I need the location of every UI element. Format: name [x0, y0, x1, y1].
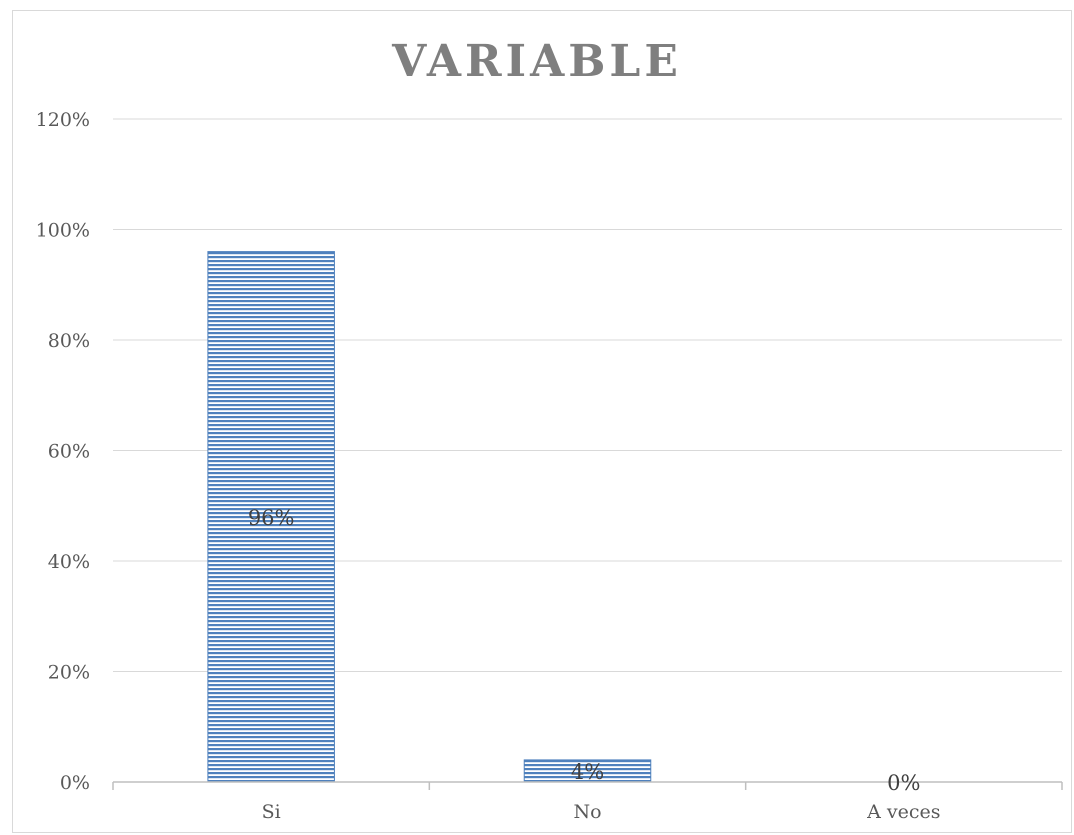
chart-frame [12, 10, 1072, 833]
chart-title: VARIABLE [391, 36, 682, 87]
x-axis: Si No A veces [112, 781, 1063, 823]
gridlines: 0% 20% 40% 60% 80% 100% 120% [36, 109, 1062, 794]
y-tick-label: 40% [48, 551, 90, 573]
data-label: 4% [571, 760, 604, 784]
y-tick-label: 20% [48, 662, 90, 684]
data-label: 96% [248, 506, 295, 530]
y-tick-label: 80% [48, 330, 90, 352]
data-label: 0% [887, 771, 920, 795]
x-tick-label: A veces [866, 801, 940, 823]
data-labels: 96% 4% 0% [248, 506, 921, 795]
y-tick-label: 0% [60, 772, 90, 794]
x-tick-label: No [573, 801, 601, 823]
y-tick-label: 60% [48, 441, 90, 463]
bar [207, 251, 335, 783]
x-tick-label: Si [262, 801, 281, 823]
y-tick-label: 100% [36, 220, 90, 242]
y-tick-label: 120% [36, 109, 90, 131]
bars [207, 251, 652, 783]
